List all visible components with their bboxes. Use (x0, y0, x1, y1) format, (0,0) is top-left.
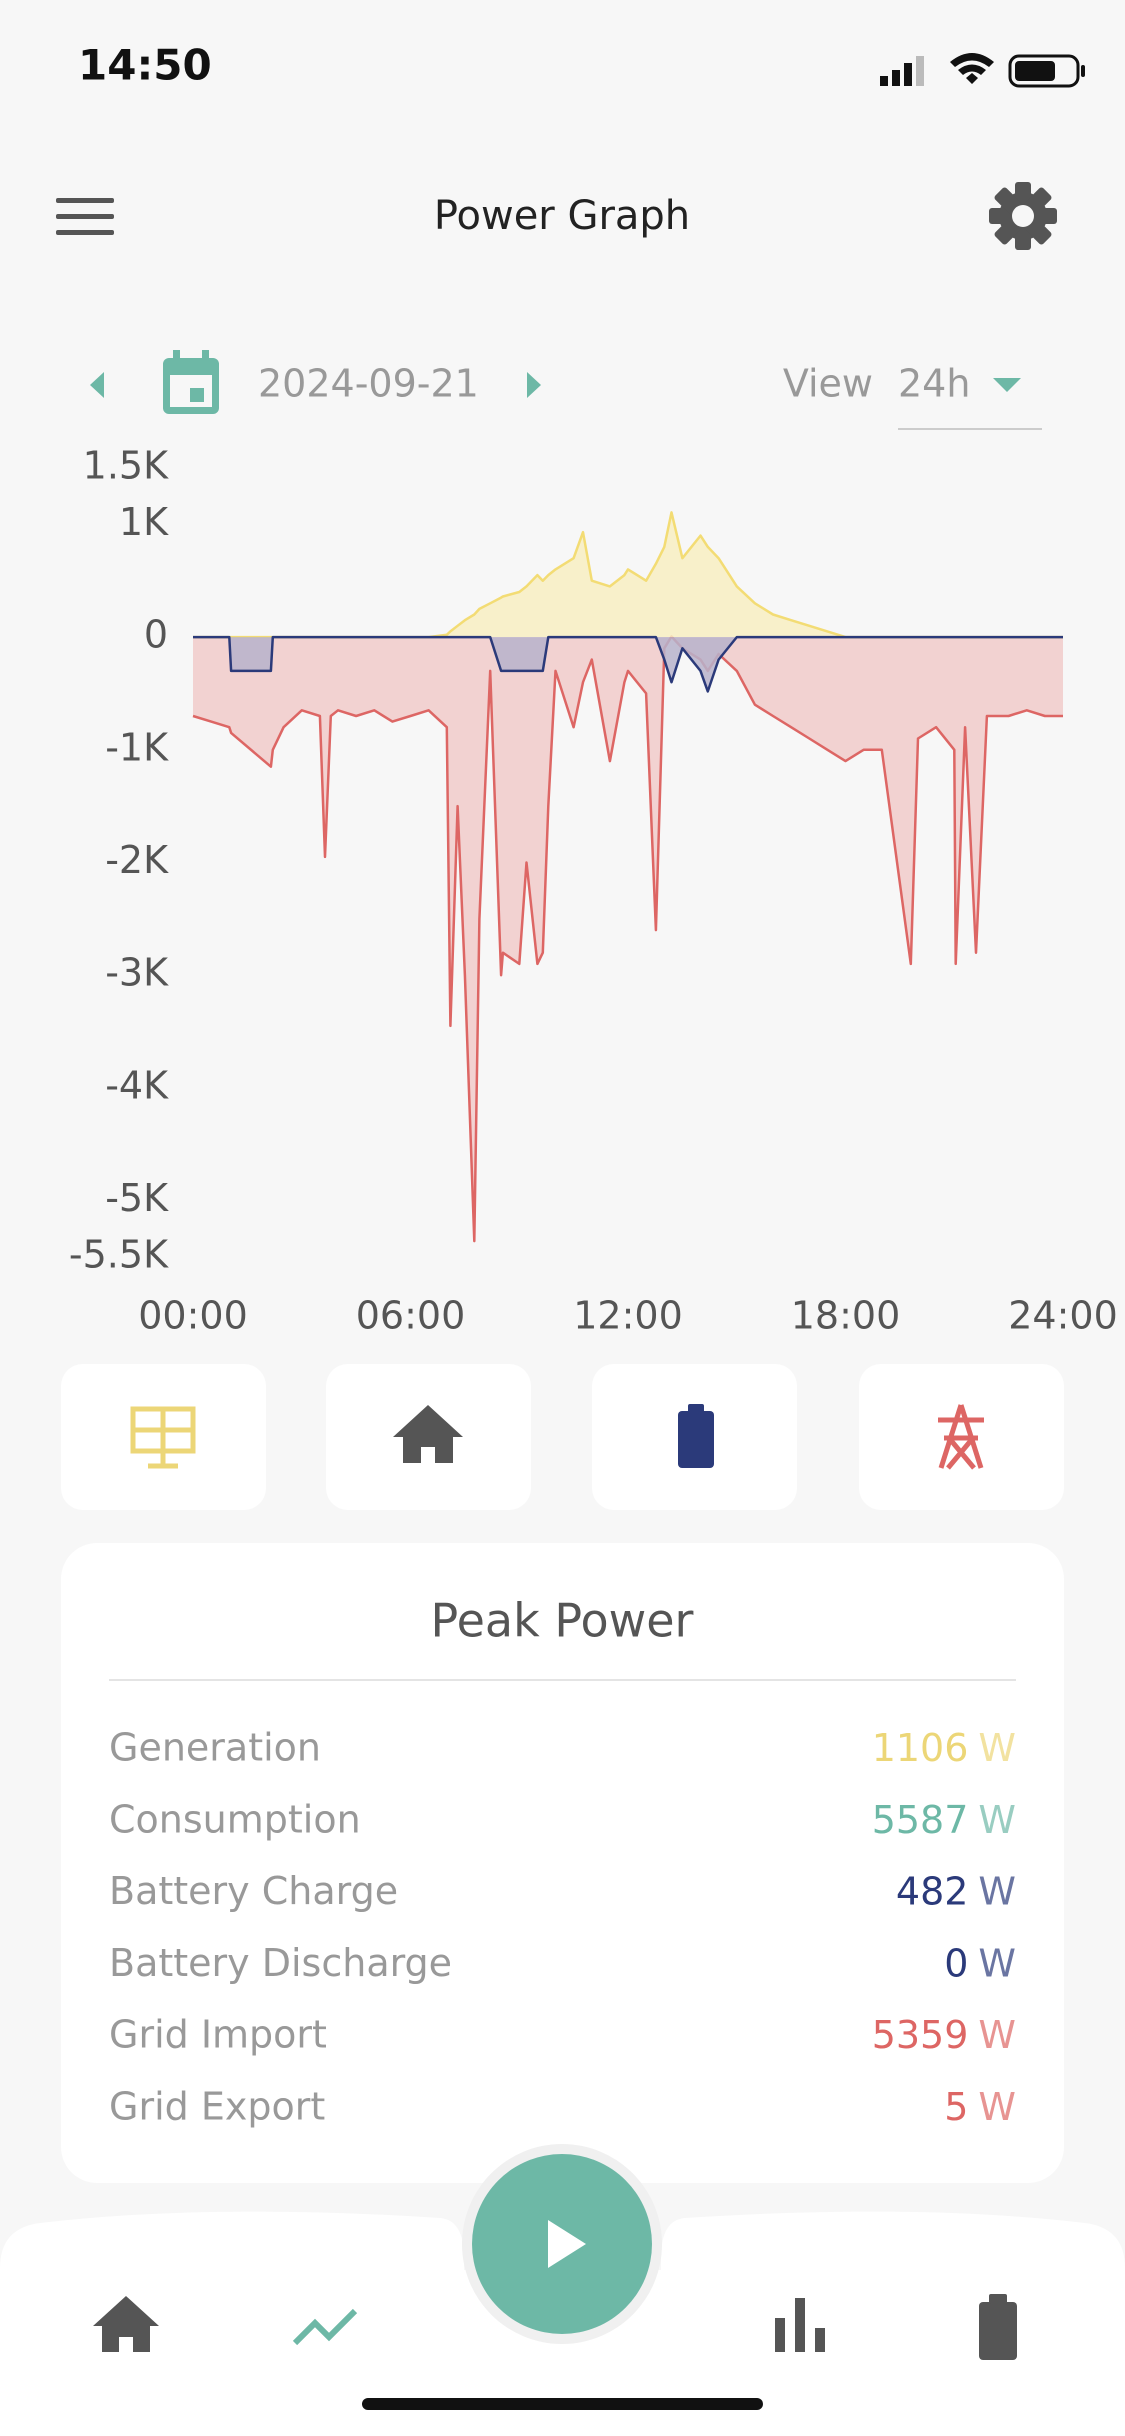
row-value: 482 W (896, 1869, 1016, 1913)
value: 482 (896, 1869, 969, 1913)
y-tick-label: -4K (105, 1063, 169, 1107)
series-line (192, 635, 1063, 1243)
series-area (193, 512, 1063, 638)
menu-button[interactable] (56, 198, 114, 235)
page-title: Power Graph (434, 193, 690, 239)
battery-icon (678, 1404, 714, 1468)
unit: W (978, 1797, 1016, 1841)
row-value: 1106 W (872, 1726, 1016, 1770)
play-icon (548, 2220, 586, 2268)
unit: W (978, 2085, 1016, 2129)
home-icon (393, 1405, 463, 1463)
row-value: 5587 W (872, 1797, 1016, 1841)
unit: W (978, 2013, 1016, 2057)
y-tick-label: -5K (105, 1176, 169, 1220)
nav-bar (0, 2270, 1125, 2436)
x-tick-label: 24:00 (1008, 1294, 1118, 1338)
y-tick-label: 1K (119, 500, 169, 544)
solar-icon (130, 1406, 196, 1469)
pylon-icon (938, 1404, 984, 1470)
series-toggles (61, 1364, 1064, 1510)
dropdown-arrow[interactable] (993, 378, 1021, 392)
nav-battery[interactable] (979, 2294, 1017, 2360)
unit: W (978, 1869, 1016, 1913)
value: 0 (944, 1941, 968, 1985)
y-tick-label: -2K (105, 838, 169, 882)
value: 5359 (872, 2013, 969, 2057)
y-tick-label: -1K (105, 725, 169, 769)
row-label: Battery Charge (109, 1869, 398, 1913)
chart: 1.5K 1K 0 -1K -2K -3K -4K -5K -5.5K 00:00 06:00 12:… (69, 444, 1118, 1338)
nav-home[interactable] (93, 2296, 159, 2352)
date-label[interactable]: 2024-09-21 (258, 362, 479, 406)
peak-power-card (61, 1543, 1064, 2183)
row-label: Battery Discharge (109, 1941, 452, 1985)
x-tick-label: 06:00 (356, 1294, 466, 1338)
calendar-button[interactable] (163, 350, 219, 414)
row-label: Grid Export (109, 2085, 325, 2129)
y-tick-label: 0 (144, 613, 168, 657)
home-indicator (362, 2398, 763, 2410)
value: 1106 (872, 1726, 969, 1770)
x-tick-label: 00:00 (138, 1294, 248, 1338)
view-label: View (783, 362, 873, 406)
row-label: Consumption (109, 1797, 361, 1841)
status-time: 14:50 (78, 41, 212, 90)
nav-graph[interactable] (292, 2308, 358, 2346)
status-icons (880, 53, 1085, 88)
value: 5587 (872, 1797, 969, 1841)
x-tick-label: 12:00 (573, 1294, 683, 1338)
unit: W (978, 1941, 1016, 1985)
x-tick-label: 18:00 (791, 1294, 901, 1338)
view-select[interactable]: 24h (898, 362, 970, 406)
y-tick-label: -5.5K (69, 1233, 169, 1277)
y-tick-label: -3K (105, 951, 169, 995)
card-title: Peak Power (431, 1594, 694, 1648)
unit: W (978, 1726, 1016, 1770)
row-value: 5359 W (872, 2013, 1016, 2057)
value: 5 (944, 2085, 968, 2129)
nav-stats[interactable] (775, 2298, 825, 2352)
settings-button[interactable] (989, 182, 1057, 250)
prev-day[interactable] (90, 372, 104, 398)
series-area (193, 636, 1063, 1242)
row-label: Generation (109, 1726, 321, 1770)
row-label: Grid Import (109, 2013, 327, 2057)
y-tick-label: 1.5K (83, 444, 169, 488)
series-line (193, 635, 1063, 693)
next-day[interactable] (527, 372, 541, 398)
